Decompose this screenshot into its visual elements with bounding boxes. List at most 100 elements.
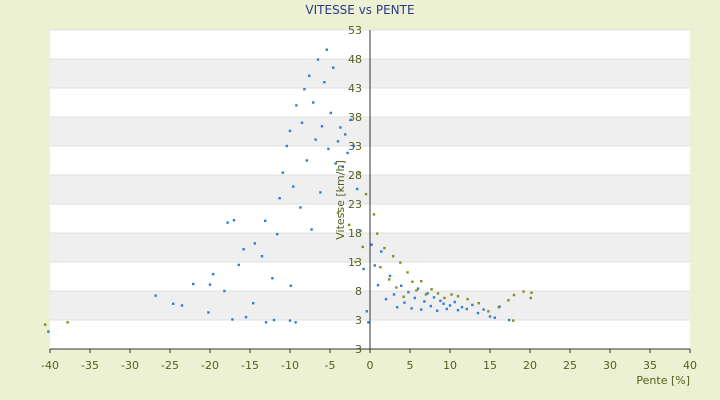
data-point (172, 302, 175, 305)
data-point (276, 232, 279, 236)
x-tick-label: -30 (121, 359, 139, 372)
y-tick-label: 3 (355, 314, 362, 327)
x-tick-label: 25 (563, 359, 577, 372)
data-point (294, 321, 297, 324)
data-point (383, 246, 386, 250)
data-point (402, 295, 405, 298)
data-point (439, 299, 442, 303)
data-point (365, 310, 368, 313)
data-point (295, 104, 298, 107)
data-point (348, 223, 351, 227)
data-point (289, 284, 292, 287)
data-point (237, 263, 240, 267)
data-point (450, 293, 453, 296)
data-point (388, 278, 391, 281)
data-point (300, 121, 304, 124)
data-point (357, 170, 360, 174)
x-tick-label: 30 (603, 359, 617, 372)
data-point (436, 309, 439, 312)
data-point (314, 138, 317, 141)
data-point (508, 318, 511, 322)
data-point (482, 308, 485, 311)
data-point (359, 229, 362, 232)
data-point (278, 197, 281, 200)
data-point (285, 144, 288, 148)
data-point (226, 221, 229, 224)
data-point (471, 303, 474, 307)
data-point (332, 66, 335, 69)
data-point (44, 323, 47, 326)
data-point (376, 284, 380, 287)
data-point (288, 129, 292, 133)
data-point (453, 300, 456, 304)
x-tick-label: -10 (281, 359, 299, 372)
data-point (416, 287, 420, 290)
data-point (292, 185, 295, 188)
data-point (410, 307, 413, 310)
data-point (376, 232, 379, 235)
data-point (407, 290, 410, 294)
data-point (392, 293, 396, 296)
y-tick-label: 18 (348, 227, 362, 240)
data-point (367, 321, 370, 324)
data-point (403, 301, 406, 304)
data-point (192, 282, 195, 286)
data-point (530, 291, 533, 294)
x-tick-label: -40 (41, 359, 59, 372)
data-point (154, 294, 157, 297)
x-axis-ticks: -40 -35 -30 -25 -20 -15 -10 -5 0 5 10 15 20 25 30 35 40 (41, 349, 697, 372)
data-point (352, 144, 356, 148)
x-tick-label: 10 (443, 359, 457, 372)
x-axis-label: Pente [%] (636, 374, 690, 387)
data-point (346, 151, 349, 155)
data-point (341, 165, 344, 169)
data-point (384, 297, 388, 301)
data-point (336, 140, 340, 143)
data-point (415, 289, 418, 292)
data-point (466, 297, 469, 301)
data-point (426, 292, 429, 295)
data-point (507, 299, 510, 302)
data-point (344, 133, 347, 136)
data-point (308, 74, 311, 78)
data-point (379, 266, 382, 269)
x-tick-label: 35 (643, 359, 657, 372)
data-point (497, 306, 500, 309)
data-point (180, 304, 184, 307)
x-tick-label: -35 (81, 359, 99, 372)
data-point (336, 211, 340, 214)
data-point (477, 301, 480, 305)
data-point (316, 58, 320, 61)
data-point (424, 293, 428, 296)
data-point (252, 301, 255, 305)
data-point (319, 191, 322, 194)
y-tick-label: 48 (348, 53, 362, 66)
data-point (223, 289, 226, 293)
y-tick-label: 53 (348, 24, 362, 37)
data-point (396, 306, 399, 309)
x-tick-label: -5 (325, 359, 336, 372)
x-tick-label: 20 (523, 359, 537, 372)
y-tick-label: 23 (348, 198, 362, 211)
data-point (310, 228, 313, 231)
y-tick-label: 43 (348, 82, 362, 95)
data-point (305, 159, 308, 162)
data-point (413, 296, 416, 300)
data-point (487, 310, 490, 313)
data-point (372, 213, 376, 216)
data-point (339, 126, 342, 129)
data-point (272, 318, 276, 322)
data-point (303, 87, 306, 91)
data-point (488, 315, 492, 318)
data-point (411, 280, 414, 283)
data-point (436, 292, 440, 295)
data-point (456, 308, 460, 312)
data-point (522, 290, 525, 293)
data-point (244, 315, 248, 319)
data-point (271, 277, 274, 280)
data-point (370, 243, 373, 246)
data-point (253, 242, 256, 245)
data-point (400, 284, 403, 287)
data-point (445, 307, 448, 311)
